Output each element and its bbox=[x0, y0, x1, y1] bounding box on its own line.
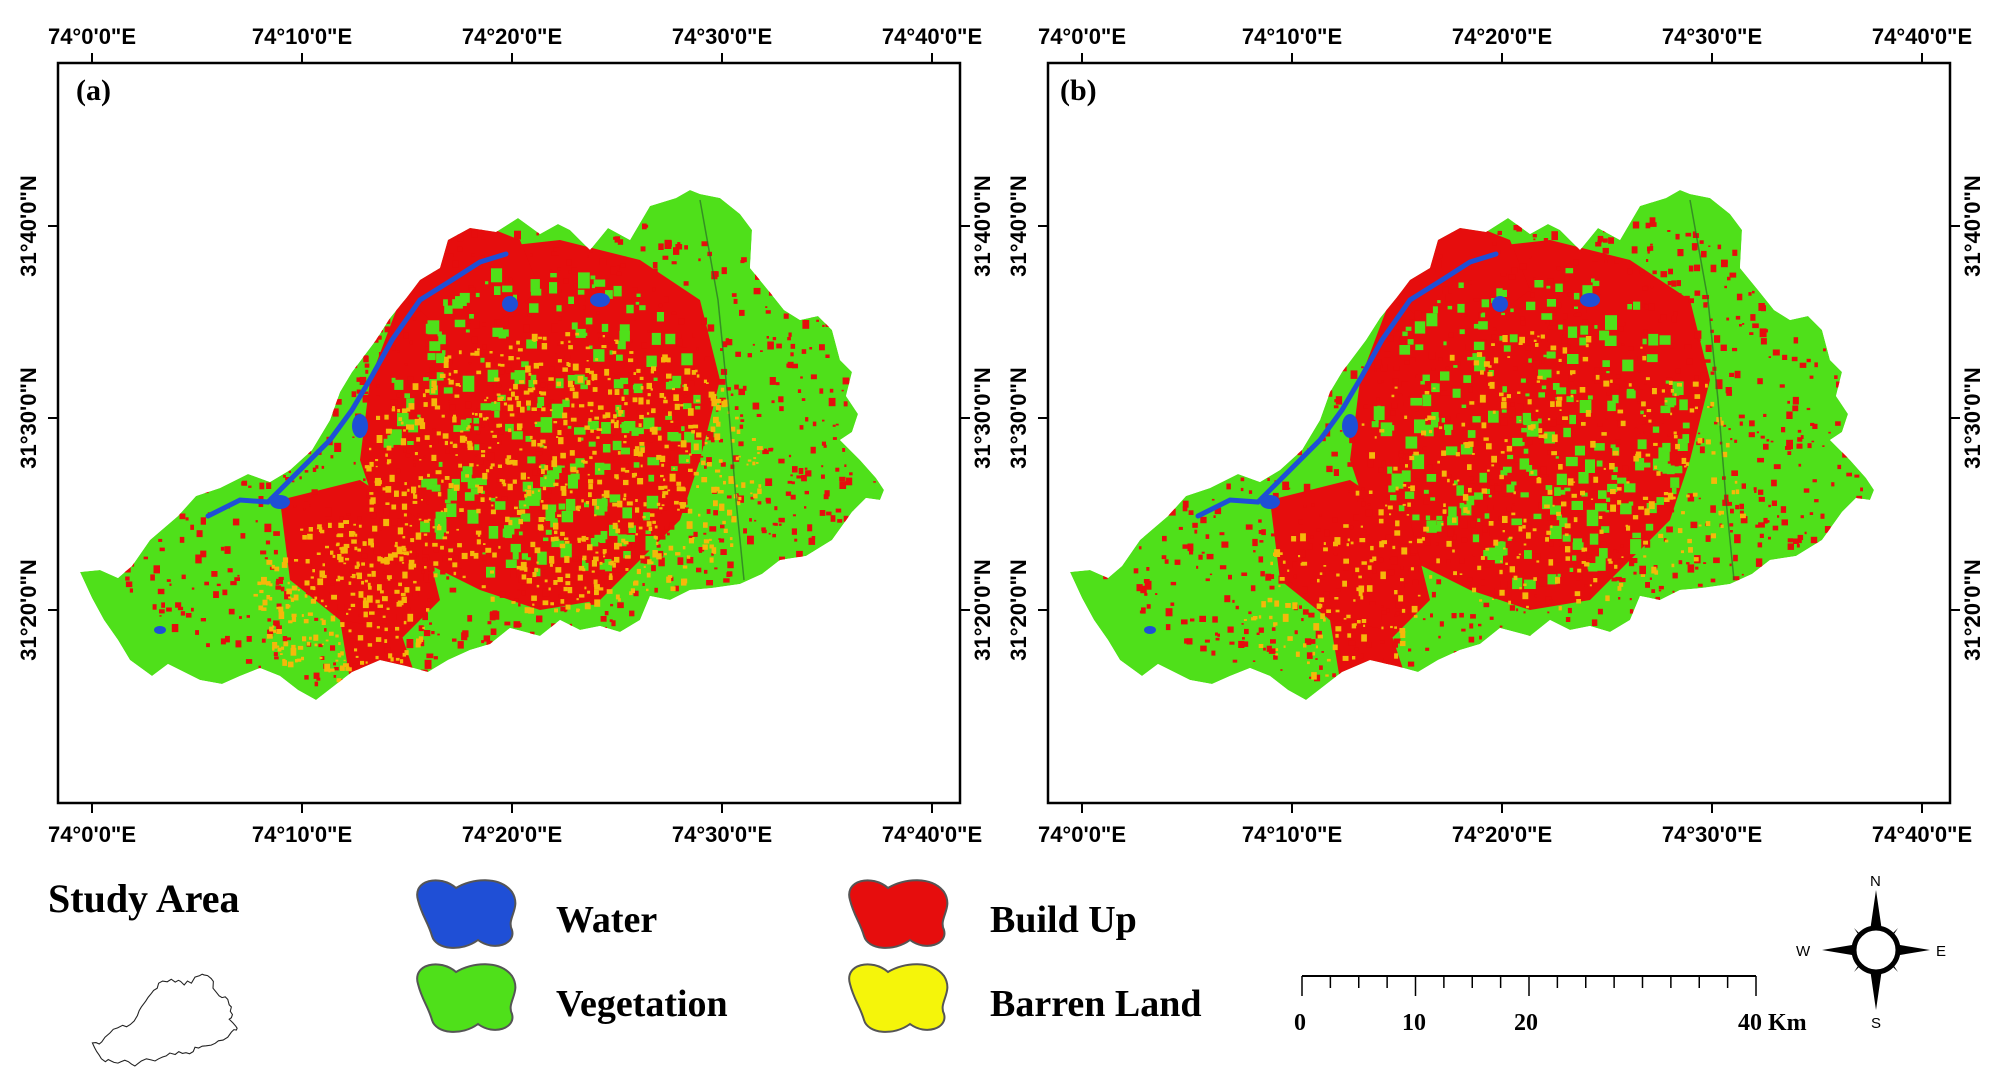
left-lat-label: 31°30'0"N bbox=[16, 367, 41, 469]
top-lon-label: 74°20'0"E bbox=[462, 24, 562, 49]
bottom-lon-label: 74°20'0"E bbox=[1452, 822, 1552, 847]
scale-label-10: 10 bbox=[1402, 1010, 1426, 1036]
bottom-lon-label: 74°40'0"E bbox=[882, 822, 982, 847]
map-panel-a: (a) 74°0'0"E74°0'0"E74°10'0"E74°10'0"E74… bbox=[16, 24, 995, 847]
legend-vegetation: Vegetation bbox=[416, 963, 728, 1033]
right-lat-label: 31°30'0"N bbox=[970, 367, 995, 469]
top-lon-label: 74°10'0"E bbox=[1242, 24, 1342, 49]
bottom-lon-label: 74°0'0"E bbox=[1038, 822, 1126, 847]
bottom-lon-label: 74°30'0"E bbox=[1662, 822, 1762, 847]
bottom-lon-label: 74°40'0"E bbox=[1872, 822, 1972, 847]
compass-rose: N S E W bbox=[1796, 873, 1946, 1032]
compass-e: E bbox=[1936, 943, 1946, 960]
legend-label-water: Water bbox=[556, 899, 657, 941]
scale-label-40km: 40 Km bbox=[1738, 1010, 1807, 1036]
legend-barren: Barren Land bbox=[848, 963, 1202, 1033]
right-lat-label: 31°20'0"N bbox=[970, 559, 995, 661]
top-lon-label: 74°30'0"E bbox=[672, 24, 772, 49]
ravi-river bbox=[1195, 251, 1499, 519]
left-lat-label: 31°30'0"N bbox=[1006, 367, 1031, 469]
compass-n: N bbox=[1870, 873, 1881, 890]
scale-label-20: 20 bbox=[1514, 1010, 1538, 1036]
top-lon-label: 74°30'0"E bbox=[1662, 24, 1762, 49]
left-lat-label: 31°40'0"N bbox=[16, 175, 41, 277]
bottom-lon-label: 74°10'0"E bbox=[252, 822, 352, 847]
left-lat-label: 31°40'0"N bbox=[1006, 175, 1031, 277]
barren-swatch bbox=[848, 963, 949, 1033]
bottom-lon-label: 74°30'0"E bbox=[672, 822, 772, 847]
left-lat-label: 31°20'0"N bbox=[1006, 559, 1031, 661]
compass-w: W bbox=[1796, 943, 1811, 960]
legend-label-barren: Barren Land bbox=[990, 983, 1202, 1025]
compass-s: S bbox=[1871, 1015, 1881, 1032]
panel-letter-a: (a) bbox=[76, 74, 111, 107]
right-lat-label: 31°30'0"N bbox=[1960, 367, 1985, 469]
right-lat-label: 31°40'0"N bbox=[1960, 175, 1985, 277]
bottom-lon-label: 74°0'0"E bbox=[48, 822, 136, 847]
scale-label-0: 0 bbox=[1294, 1010, 1306, 1036]
legend-label-vegetation: Vegetation bbox=[556, 983, 728, 1025]
buildup-swatch bbox=[848, 879, 949, 949]
vegetation-swatch bbox=[416, 963, 517, 1033]
right-lat-label: 31°20'0"N bbox=[1960, 559, 1985, 661]
legend-label-buildup: Build Up bbox=[990, 899, 1137, 941]
map-panel-b: (b) 74°0'0"E74°0'0"E74°10'0"E74°10'0"E74… bbox=[1006, 24, 1985, 847]
top-lon-label: 74°0'0"E bbox=[1038, 24, 1126, 49]
top-lon-label: 74°10'0"E bbox=[252, 24, 352, 49]
panel-letter-b: (b) bbox=[1060, 74, 1097, 107]
coordinate-ticks-a: 74°0'0"E 74°0'0"E 74°10'0"E 74°10'0"E 74°20'… bbox=[16, 24, 995, 847]
coordinate-ticks-b: 74°0'0"E 74°0'0"E 74°10'0"E 74°10'0"E 74°20'… bbox=[1006, 24, 1985, 847]
left-lat-label: 31°20'0"N bbox=[16, 559, 41, 661]
right-lat-label: 31°40'0"N bbox=[970, 175, 995, 277]
top-lon-label: 74°40'0"E bbox=[882, 24, 982, 49]
legend-water: Water bbox=[416, 879, 657, 949]
legend-buildup: Build Up bbox=[848, 879, 1137, 949]
study-area-title: Study Area bbox=[48, 876, 240, 921]
bottom-lon-label: 74°20'0"E bbox=[462, 822, 562, 847]
water-swatch bbox=[416, 879, 517, 949]
study-area-outline bbox=[91, 973, 238, 1067]
compass-ring bbox=[1851, 925, 1901, 975]
top-lon-label: 74°0'0"E bbox=[48, 24, 136, 49]
ravi-river bbox=[205, 251, 509, 519]
top-lon-label: 74°40'0"E bbox=[1872, 24, 1972, 49]
top-lon-label: 74°20'0"E bbox=[1452, 24, 1552, 49]
scale-bar: 0 10 20 40 Km bbox=[1294, 975, 1807, 1036]
bottom-lon-label: 74°10'0"E bbox=[1242, 822, 1342, 847]
